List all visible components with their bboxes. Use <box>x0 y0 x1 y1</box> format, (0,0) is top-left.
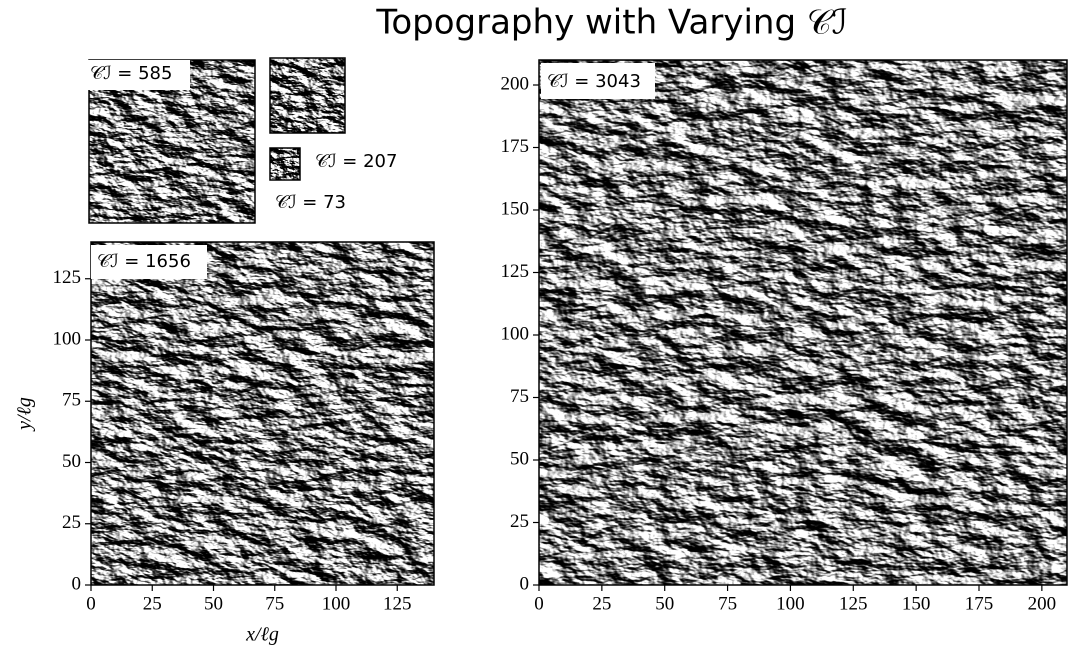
y-tick-label: 0 <box>72 573 82 594</box>
panel-frame <box>269 147 301 181</box>
label-box <box>84 60 190 90</box>
panel-label: 𝒞ℐ = 3043 <box>547 71 641 92</box>
y-tick-label: 150 <box>501 198 530 219</box>
label-box <box>91 245 207 279</box>
x-tick-label: 0 <box>86 593 96 614</box>
y-tick-label: 125 <box>53 267 82 288</box>
y-axis-label: y/ℓg <box>14 397 36 432</box>
x-tick-label: 25 <box>592 593 611 614</box>
panel-label: 𝒞ℐ = 1656 <box>97 251 191 272</box>
x-tick-label: 200 <box>1028 593 1057 614</box>
y-tick-label: 50 <box>62 451 81 472</box>
label-box <box>541 63 655 99</box>
y-tick-label: 0 <box>520 573 530 594</box>
y-tick-label: 200 <box>501 73 530 94</box>
topography-image <box>270 58 345 133</box>
y-tick-label: 75 <box>62 390 81 411</box>
x-tick-label: 125 <box>839 593 868 614</box>
topography-image <box>539 60 1067 585</box>
x-axis-label: x/ℓg <box>245 624 279 646</box>
panel-label: 𝒞ℐ = 73 <box>275 192 346 213</box>
panel-frame <box>90 241 435 586</box>
x-tick-label: 125 <box>383 593 412 614</box>
figure-title: Topography with Varying 𝒞ℐ <box>375 3 847 43</box>
topography-image <box>91 242 434 585</box>
topography-image <box>270 148 300 180</box>
x-tick-label: 75 <box>718 593 737 614</box>
y-tick-label: 25 <box>510 511 529 532</box>
x-tick-label: 25 <box>143 593 162 614</box>
y-tick-label: 100 <box>501 323 530 344</box>
y-tick-label: 125 <box>501 261 530 282</box>
panel-label: 𝒞ℐ = 207 <box>315 151 397 172</box>
panel-label: 𝒞ℐ = 585 <box>90 63 172 84</box>
y-tick-label: 25 <box>62 512 81 533</box>
x-tick-label: 0 <box>534 593 544 614</box>
x-tick-label: 150 <box>902 593 931 614</box>
x-tick-label: 100 <box>322 593 351 614</box>
y-tick-label: 50 <box>510 448 529 469</box>
x-tick-label: 75 <box>265 593 284 614</box>
x-tick-label: 50 <box>204 593 223 614</box>
y-tick-label: 175 <box>501 136 530 157</box>
y-tick-label: 75 <box>510 386 529 407</box>
x-tick-label: 50 <box>655 593 674 614</box>
panel-frame <box>538 59 1068 586</box>
panel-frame <box>269 57 346 134</box>
x-tick-label: 100 <box>776 593 805 614</box>
x-tick-label: 175 <box>965 593 994 614</box>
y-tick-label: 100 <box>53 328 82 349</box>
